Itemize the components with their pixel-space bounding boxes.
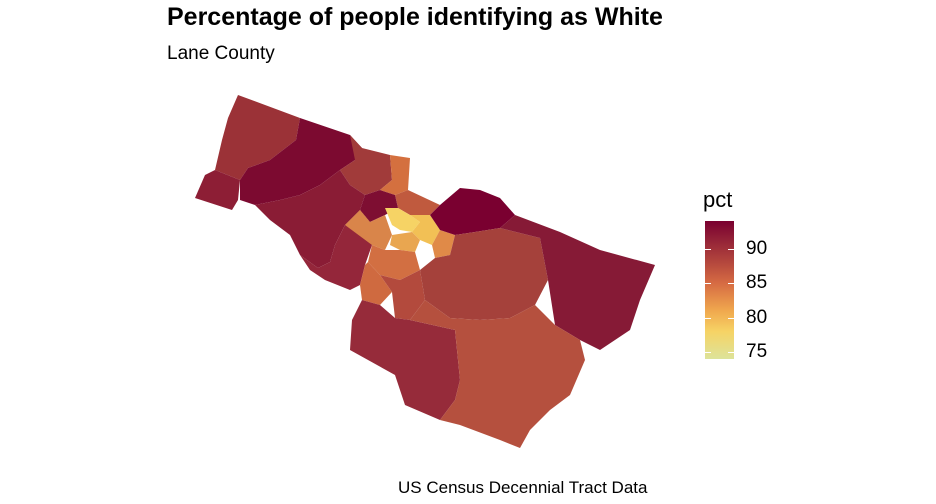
tract-urban-core-a xyxy=(385,208,420,232)
tract-coast-edge xyxy=(195,170,240,210)
tract-urban-south xyxy=(368,245,420,280)
legend-tick-label: 80 xyxy=(746,306,768,328)
legend-tick-label: 90 xyxy=(746,237,768,259)
tract-eastern xyxy=(500,215,655,350)
legend-tick-mark xyxy=(705,352,711,354)
tract-urban-east xyxy=(432,230,455,258)
legend-tick-label: 85 xyxy=(746,272,768,294)
tract-west-inland xyxy=(360,190,398,222)
legend-tick-mark xyxy=(728,317,734,319)
tract-north-mid xyxy=(340,135,392,195)
tract-north-east xyxy=(430,188,515,235)
map-caption: US Census Decennial Tract Data xyxy=(398,478,648,497)
tract-northwest xyxy=(240,118,362,205)
tract-urban-core-c xyxy=(390,232,420,252)
legend-tick-mark xyxy=(728,283,734,285)
legend-tick-label: 75 xyxy=(746,341,768,363)
legend-tick-mark xyxy=(705,248,711,250)
legend-tick-mark xyxy=(705,317,711,319)
map-title: Percentage of people identifying as Whit… xyxy=(167,3,663,31)
tract-lower-west xyxy=(350,300,460,420)
legend-title: pct xyxy=(703,187,733,212)
legend-tick-mark xyxy=(728,352,734,354)
map-subtitle: Lane County xyxy=(167,43,275,64)
tract-west-central xyxy=(255,170,365,268)
tract-far-west-coast xyxy=(215,95,300,180)
tract-southern xyxy=(410,300,585,448)
tract-south-central-b xyxy=(380,270,425,320)
tract-south-central-a xyxy=(360,262,392,305)
legend-tick-mark xyxy=(705,283,711,285)
legend-colorbar xyxy=(705,221,734,359)
tract-north-orange xyxy=(380,155,410,195)
legend-tick-mark xyxy=(728,248,734,250)
tract-central-mid xyxy=(420,228,548,320)
tract-urban-west xyxy=(345,210,392,250)
tract-north-river xyxy=(395,190,440,215)
